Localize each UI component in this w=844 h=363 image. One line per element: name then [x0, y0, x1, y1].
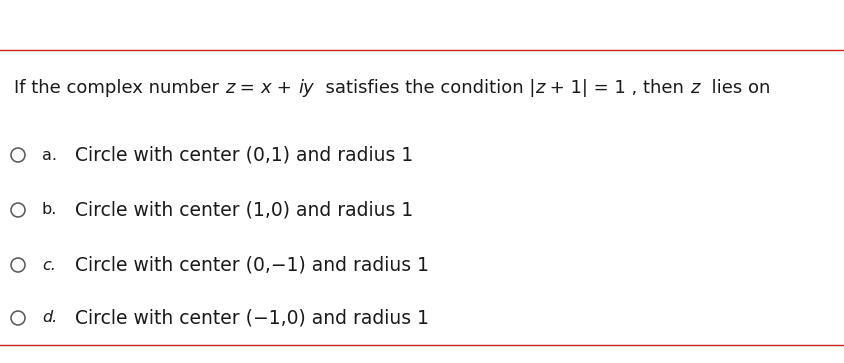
Text: a.: a.: [42, 147, 57, 163]
Text: +: +: [271, 79, 298, 97]
Text: Circle with center (0,−1) and radius 1: Circle with center (0,−1) and radius 1: [75, 256, 429, 274]
Text: Circle with center (1,0) and radius 1: Circle with center (1,0) and radius 1: [75, 200, 413, 220]
Text: satisfies the condition |: satisfies the condition |: [313, 79, 534, 97]
Text: lies on: lies on: [699, 79, 769, 97]
Text: x: x: [261, 79, 271, 97]
Text: b.: b.: [42, 203, 57, 217]
Text: z: z: [690, 79, 699, 97]
Text: =: =: [234, 79, 261, 97]
Text: d.: d.: [42, 310, 57, 326]
Text: + 1| = 1 , then: + 1| = 1 , then: [544, 79, 690, 97]
Text: Circle with center (0,1) and radius 1: Circle with center (0,1) and radius 1: [75, 146, 413, 164]
Text: If the complex number: If the complex number: [14, 79, 225, 97]
Text: c.: c.: [42, 257, 56, 273]
Text: z: z: [225, 79, 234, 97]
Text: z: z: [534, 79, 544, 97]
Text: iy: iy: [298, 79, 313, 97]
Text: Circle with center (−1,0) and radius 1: Circle with center (−1,0) and radius 1: [75, 309, 429, 327]
